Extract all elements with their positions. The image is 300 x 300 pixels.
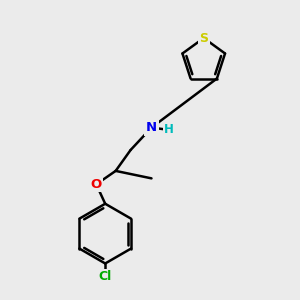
Text: H: H xyxy=(164,124,174,136)
Text: Cl: Cl xyxy=(99,270,112,283)
Text: S: S xyxy=(199,32,208,44)
Text: N: N xyxy=(146,121,157,134)
Text: O: O xyxy=(91,178,102,191)
